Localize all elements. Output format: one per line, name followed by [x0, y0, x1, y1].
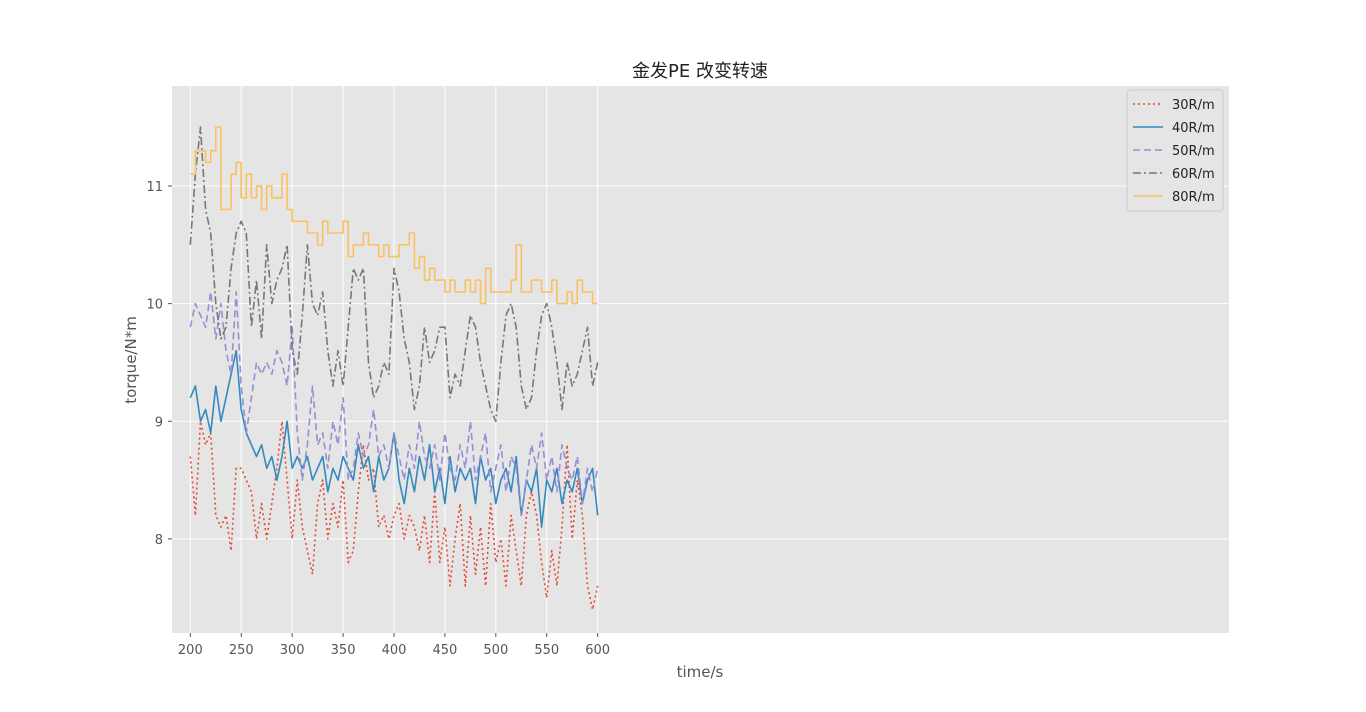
x-tick-label: 450 [432, 643, 457, 658]
x-axis-ticks: 200 250 300 350 400 450 500 550 600 [178, 633, 610, 658]
series-layer [189, 126, 599, 611]
series-line-30rm [189, 420, 599, 611]
legend: 30R/m 40R/m 50R/m 60R/m 80R/m [1126, 89, 1224, 212]
legend-box [1126, 89, 1224, 212]
legend-label: 50R/m [1172, 144, 1215, 159]
chart-title: 金发PE 改变转速 [632, 61, 768, 82]
x-tick-label: 550 [534, 643, 559, 658]
plot-background [172, 86, 1229, 633]
legend-label: 30R/m [1172, 98, 1215, 113]
series-line-50rm [189, 291, 599, 517]
y-tick-label: 9 [155, 415, 163, 430]
y-tick-label: 11 [146, 180, 163, 195]
x-tick-label: 200 [178, 643, 203, 658]
legend-label: 80R/m [1172, 190, 1215, 205]
y-axis-title: torque/N*m [122, 316, 140, 404]
legend-label: 60R/m [1172, 167, 1215, 182]
legend-label: 40R/m [1172, 121, 1215, 136]
x-tick-label: 600 [585, 643, 610, 658]
x-tick-label: 400 [382, 643, 407, 658]
grid-lines [172, 86, 1229, 633]
y-axis-ticks: 8 9 10 11 [146, 180, 172, 548]
y-tick-label: 8 [155, 533, 163, 548]
x-tick-label: 500 [483, 643, 508, 658]
x-tick-label: 300 [280, 643, 305, 658]
x-tick-label: 350 [331, 643, 356, 658]
y-tick-label: 10 [146, 298, 163, 313]
x-axis-title: time/s [677, 663, 724, 681]
series-line-80rm [190, 126, 598, 305]
x-tick-label: 250 [229, 643, 254, 658]
series-line-60rm [189, 126, 599, 423]
